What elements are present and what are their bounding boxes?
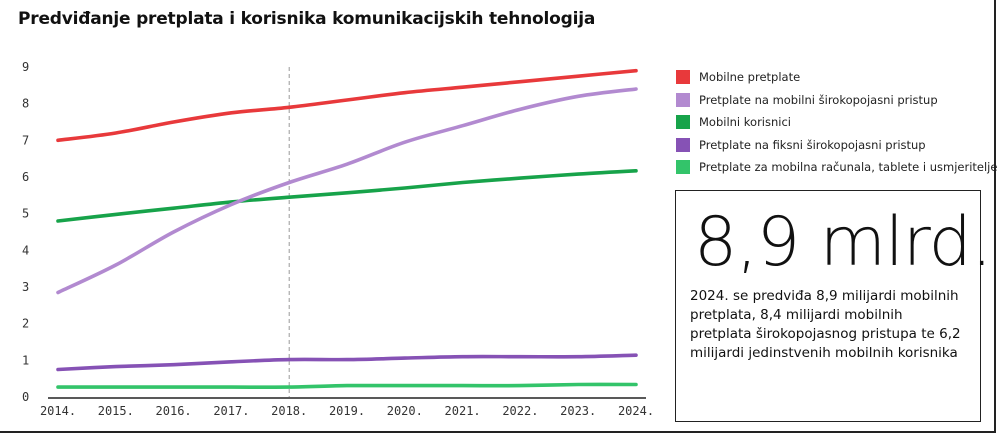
legend-swatch: [676, 70, 690, 85]
x-tick-label: 2023.: [560, 404, 596, 418]
legend-item: Pretplate na fiksni širokopojasni pristu…: [676, 134, 997, 157]
y-tick-label: 0: [22, 390, 29, 404]
series-line-4: [56, 382, 638, 389]
legend-label: Pretplate za mobilna računala, tablete i…: [699, 160, 998, 175]
legend-item: Pretplate na mobilni širokopojasni prist…: [676, 89, 997, 112]
series-line-3: [56, 353, 638, 372]
x-tick-label: 2017.: [213, 404, 249, 418]
series-layer: [56, 68, 638, 389]
x-tick-label: 2020.: [387, 404, 423, 418]
y-tick-label: 5: [22, 207, 29, 221]
chart-legend: Mobilne pretplate Pretplate na mobilni ši…: [676, 66, 997, 179]
x-tick-label: 2022.: [502, 404, 538, 418]
y-tick-label: 8: [22, 97, 29, 111]
y-tick-label: 4: [22, 243, 29, 257]
series-line-2: [56, 169, 638, 223]
legend-swatch: [676, 160, 690, 175]
line-chart: 0 1 2 3 4 5 6 7 8 9 2014. 2015. 2016. 2017. 2018. 2019…: [22, 60, 654, 418]
legend-label: Pretplate na mobilni širokopojasni prist…: [699, 92, 938, 107]
highlight-callout-box: 8,9 mlrd. 2024. se predviđa 8,9 milijard…: [675, 190, 992, 422]
x-tick-label: 2018.: [271, 404, 307, 418]
y-axis: 0 1 2 3 4 5 6 7 8 9: [22, 60, 29, 404]
callout-description: 2024. se predviđa 8,9 milijardi mobilnih…: [690, 288, 961, 361]
y-tick-label: 9: [22, 60, 29, 74]
x-tick-label: 2016.: [156, 404, 192, 418]
callout-big-number: 8,9 mlrd.: [694, 203, 992, 282]
legend-swatch: [676, 137, 690, 152]
x-tick-label: 2021.: [445, 404, 481, 418]
y-tick-label: 7: [22, 133, 29, 147]
x-axis: 2014. 2015. 2016. 2017. 2018. 2019. 2020. 2021.…: [40, 404, 654, 418]
y-tick-label: 2: [22, 317, 29, 331]
legend-label: Mobilne pretplate: [699, 70, 801, 85]
legend-label: Pretplate na fiksni širokopojasni pristu…: [699, 137, 926, 152]
series-line-1: [56, 87, 638, 295]
x-tick-label: 2024.: [618, 404, 654, 418]
chart-title: Predviđanje pretplata i korisnika komuni…: [18, 9, 596, 29]
x-tick-label: 2015.: [98, 404, 134, 418]
y-tick-label: 6: [22, 170, 29, 184]
legend-swatch: [676, 115, 690, 130]
series-line-0: [56, 68, 638, 143]
legend-swatch: [676, 92, 690, 107]
y-tick-label: 3: [22, 280, 29, 294]
y-tick-label: 1: [22, 353, 29, 367]
legend-item: Pretplate za mobilna računala, tablete i…: [676, 156, 997, 179]
legend-item: Mobilni korisnici: [676, 111, 997, 134]
legend-label: Mobilni korisnici: [699, 115, 791, 130]
legend-item: Mobilne pretplate: [676, 66, 997, 89]
x-tick-label: 2014.: [40, 404, 76, 418]
x-tick-label: 2019.: [329, 404, 365, 418]
